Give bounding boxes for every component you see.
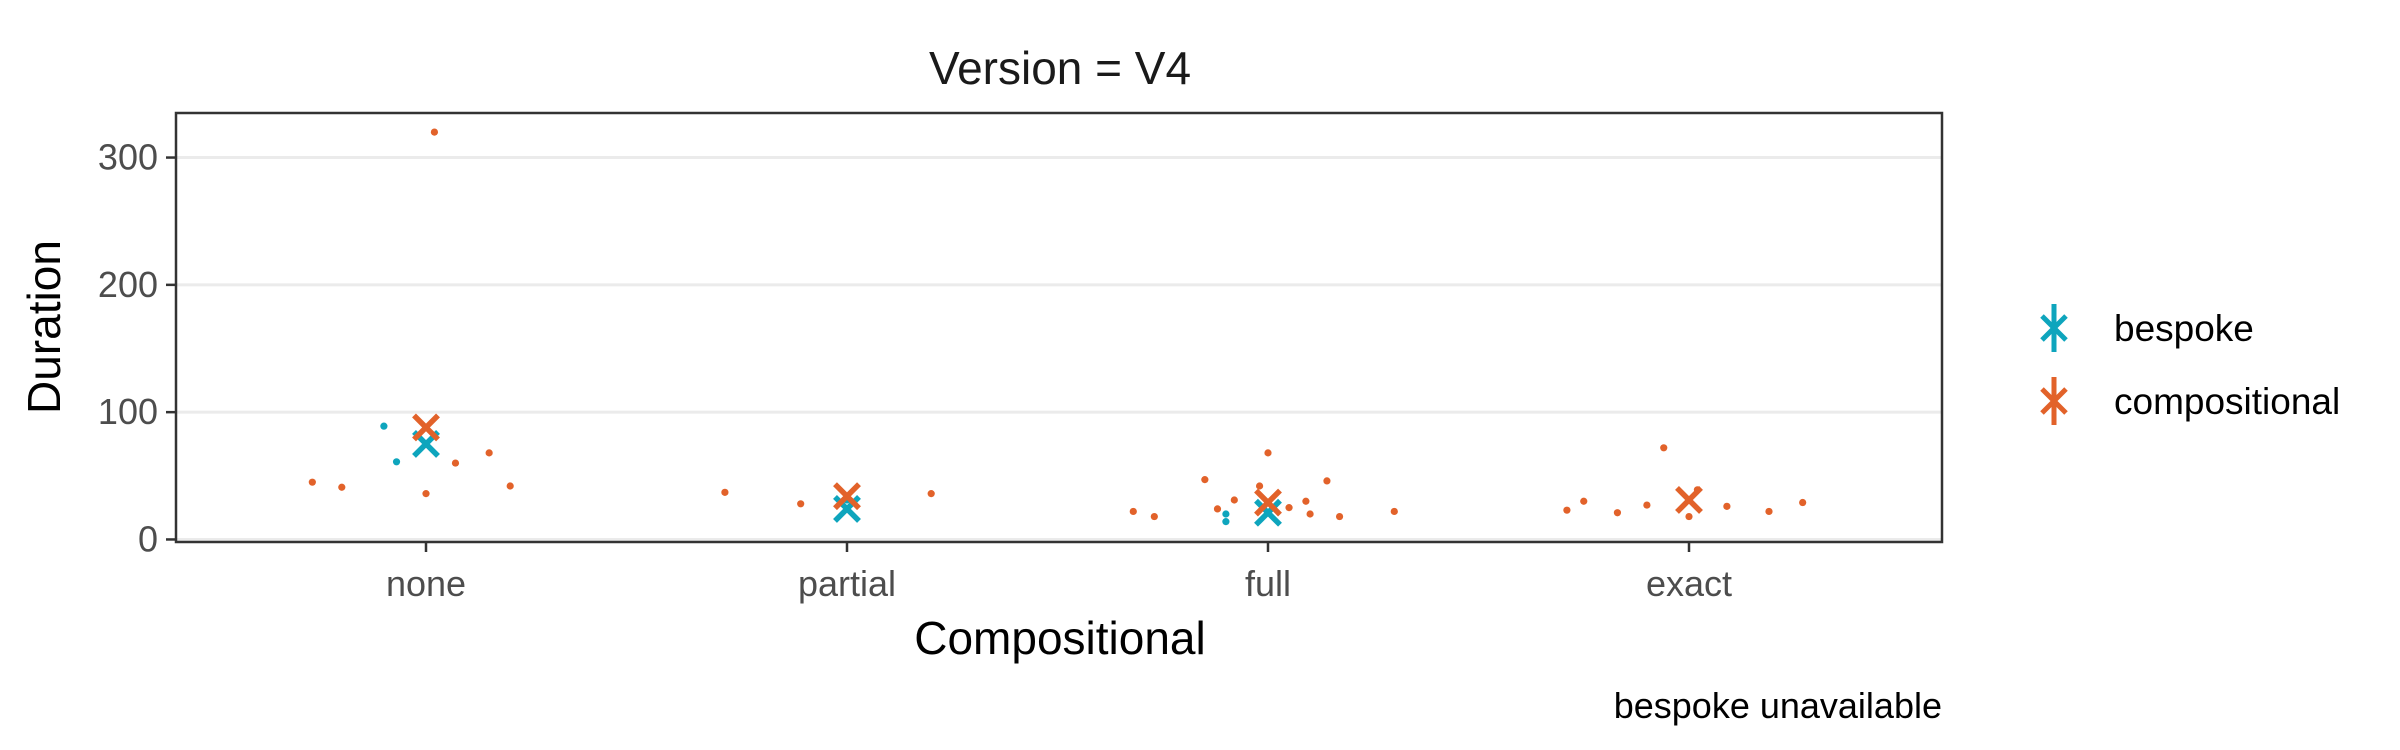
point-compositional-2 bbox=[338, 483, 346, 491]
x-axis: none partial full exact bbox=[386, 542, 1732, 604]
point-compositional-27 bbox=[1660, 444, 1668, 452]
y-tick-label-300: 300 bbox=[98, 137, 158, 178]
point-compositional-5 bbox=[485, 449, 493, 457]
point-compositional-18 bbox=[1302, 497, 1310, 505]
point-compositional-26 bbox=[1643, 501, 1651, 509]
point-compositional-22 bbox=[1390, 507, 1398, 516]
point-compositional-17 bbox=[1285, 504, 1293, 512]
grid-lines bbox=[176, 156, 1942, 541]
x-tick-label-partial: partial bbox=[798, 563, 896, 604]
point-compositional-13 bbox=[1213, 505, 1222, 513]
legend-label-bespoke: bespoke bbox=[2114, 308, 2254, 349]
mean-compositional-full bbox=[1254, 488, 1282, 517]
point-compositional-23 bbox=[1563, 506, 1571, 514]
y-tick-label-0: 0 bbox=[138, 518, 158, 559]
x-tick-label-none: none bbox=[386, 563, 466, 604]
point-compositional-32 bbox=[1799, 498, 1807, 507]
mean-compositional-partial bbox=[833, 482, 861, 511]
point-compositional-8 bbox=[797, 500, 805, 508]
point-bespoke-1 bbox=[392, 458, 401, 466]
panel-border bbox=[174, 111, 1944, 544]
legend-key-compositional bbox=[2040, 377, 2068, 425]
data-points bbox=[308, 128, 1807, 526]
point-compositional-25 bbox=[1613, 509, 1622, 517]
y-tick-label-200: 200 bbox=[98, 264, 158, 305]
x-axis-title: Compositional bbox=[914, 612, 1205, 664]
point-compositional-28 bbox=[1685, 512, 1693, 521]
point-compositional-15 bbox=[1255, 482, 1264, 490]
mean-compositional-none bbox=[412, 413, 440, 442]
point-compositional-31 bbox=[1765, 507, 1773, 516]
legend: bespoke compositional bbox=[2040, 304, 2340, 425]
point-compositional-7 bbox=[721, 488, 729, 496]
facet-title: Version = V4 bbox=[929, 42, 1191, 94]
point-compositional-20 bbox=[1323, 477, 1331, 485]
point-compositional-21 bbox=[1335, 512, 1344, 521]
point-compositional-1 bbox=[308, 478, 316, 486]
point-compositional-14 bbox=[1230, 496, 1238, 504]
y-axis: 0 100 200 300 bbox=[98, 137, 176, 559]
mean-markers bbox=[412, 413, 1703, 527]
legend-key-bespoke bbox=[2040, 304, 2068, 352]
point-compositional-9 bbox=[927, 490, 935, 498]
mean-compositional-exact bbox=[1675, 486, 1703, 514]
point-compositional-30 bbox=[1723, 502, 1731, 510]
legend-label-compositional: compositional bbox=[2114, 381, 2340, 422]
point-compositional-11 bbox=[1150, 512, 1158, 521]
point-bespoke-0 bbox=[380, 422, 388, 430]
y-tick-label-100: 100 bbox=[98, 391, 158, 432]
point-compositional-6 bbox=[506, 482, 514, 490]
mean-bespoke-full bbox=[1254, 498, 1282, 527]
point-compositional-12 bbox=[1201, 476, 1209, 484]
x-tick-label-exact: exact bbox=[1646, 563, 1732, 604]
legend-item-compositional: compositional bbox=[2040, 377, 2340, 425]
point-compositional-24 bbox=[1580, 497, 1588, 505]
x-tick-label-full: full bbox=[1245, 563, 1291, 604]
point-compositional-10 bbox=[1129, 507, 1137, 516]
point-compositional-4 bbox=[451, 459, 460, 467]
legend-item-bespoke: bespoke bbox=[2040, 304, 2254, 352]
caption: bespoke unavailable bbox=[1614, 685, 1942, 726]
point-compositional-3 bbox=[422, 490, 430, 498]
point-compositional-16 bbox=[1264, 449, 1272, 457]
y-axis-title: Duration bbox=[18, 240, 70, 414]
point-compositional-0 bbox=[430, 128, 439, 136]
point-compositional-19 bbox=[1306, 510, 1314, 518]
point-bespoke-4 bbox=[1222, 518, 1230, 526]
point-bespoke-3 bbox=[1222, 510, 1230, 518]
